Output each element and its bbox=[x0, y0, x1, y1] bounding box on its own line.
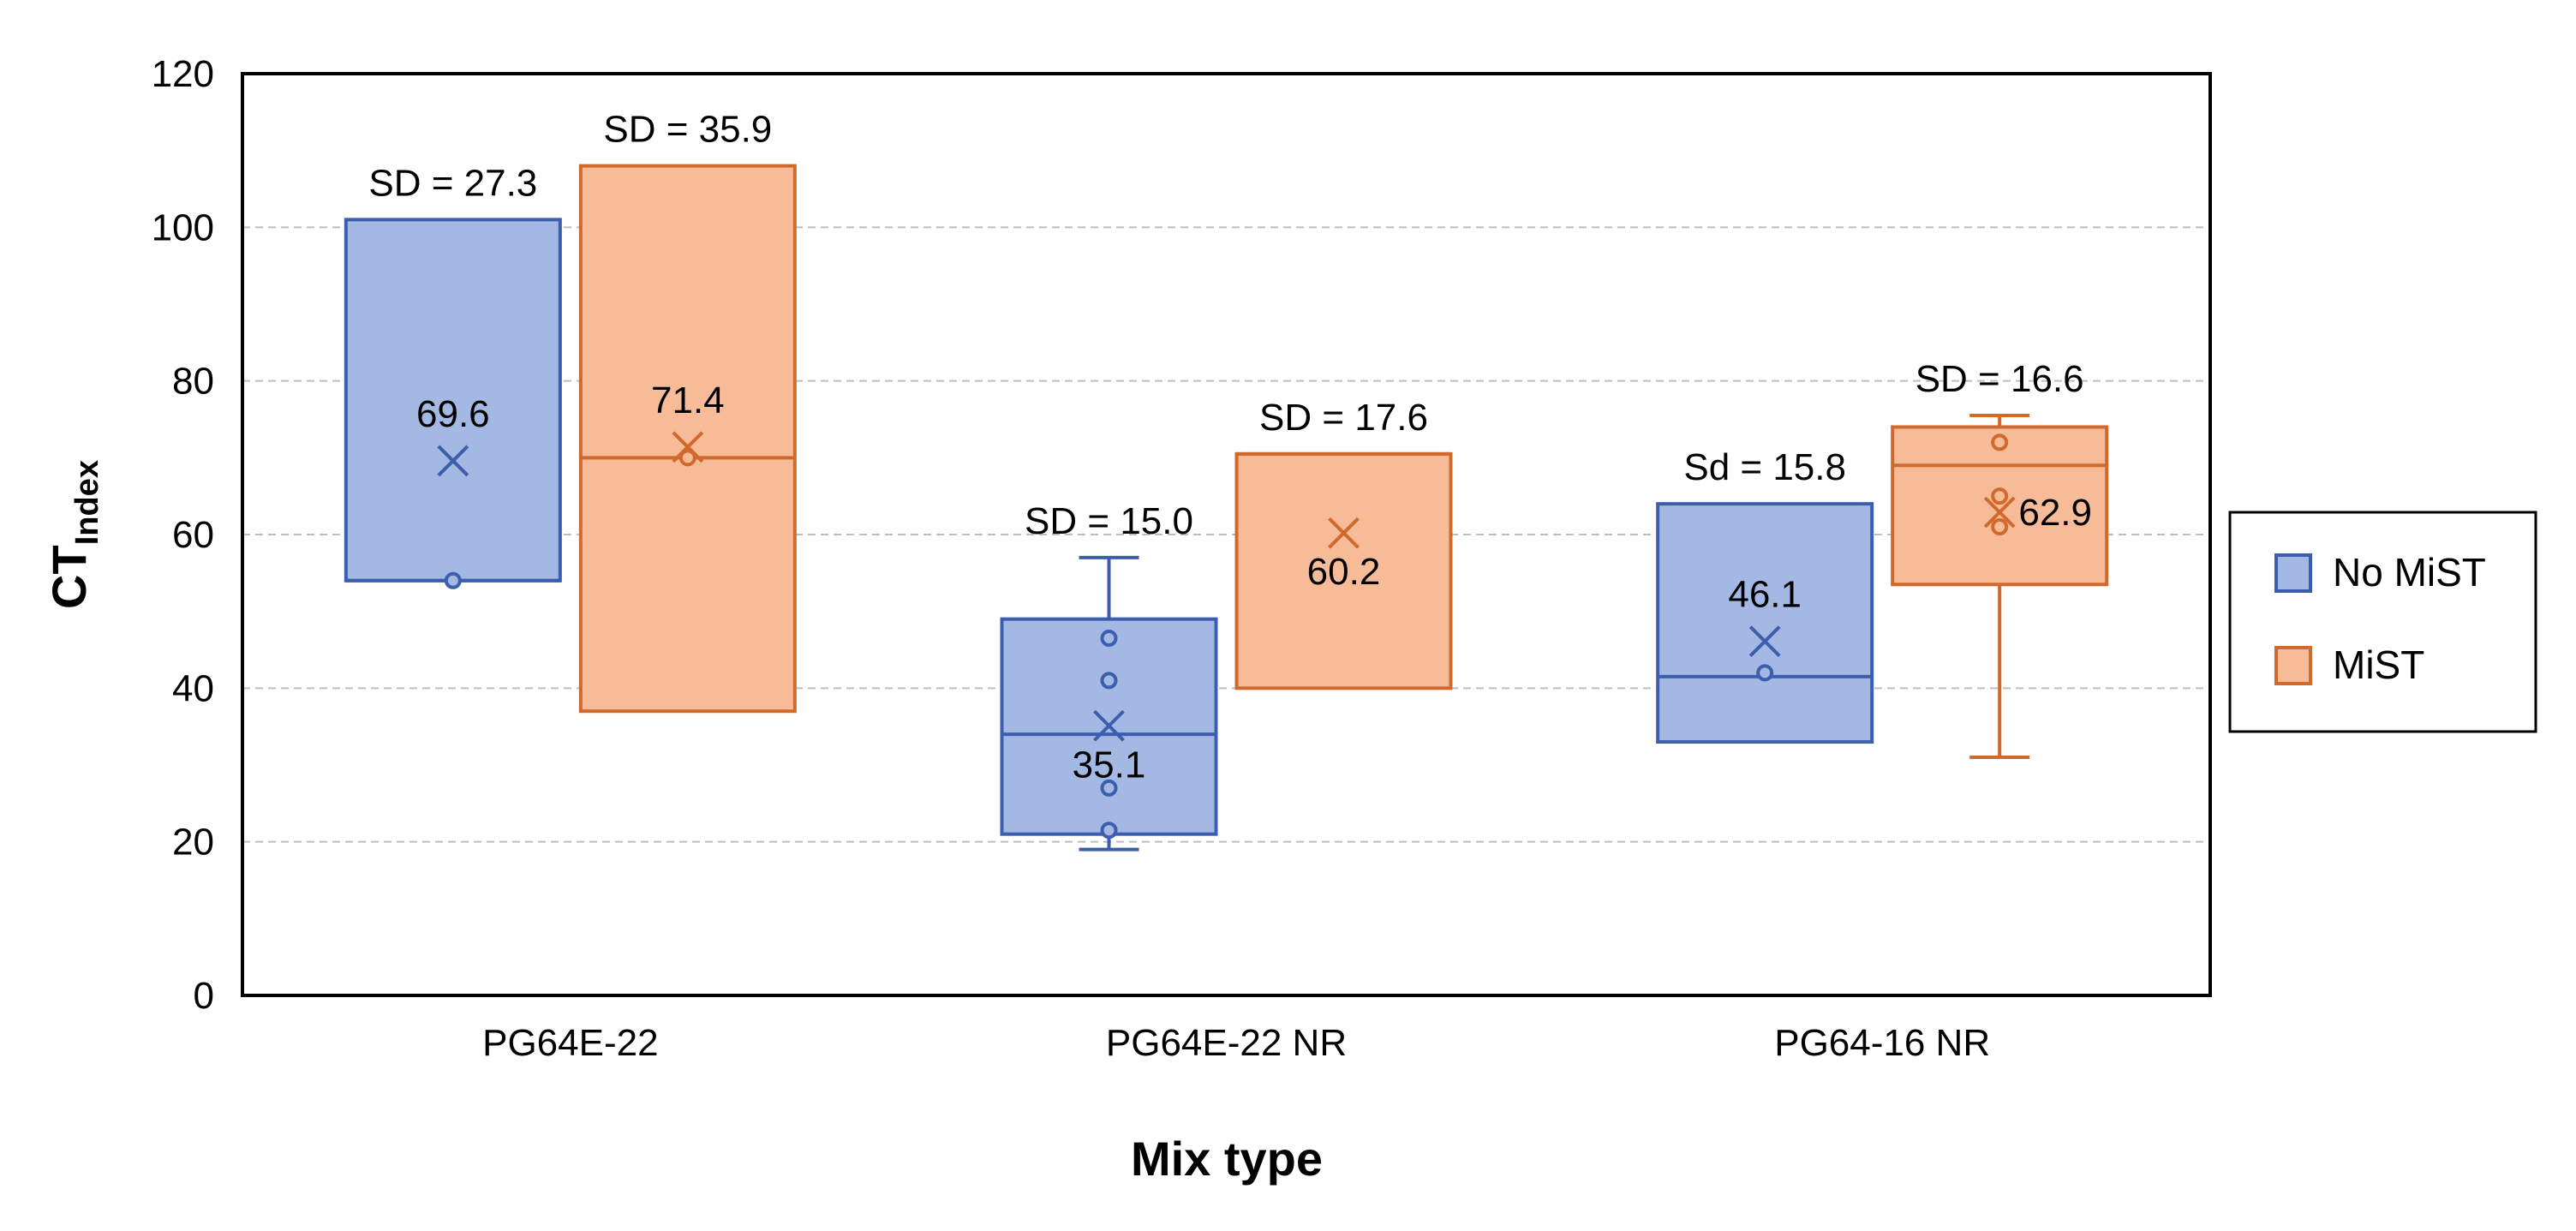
legend-swatch bbox=[2274, 553, 2312, 593]
data-point bbox=[1756, 664, 1774, 682]
box bbox=[578, 164, 797, 714]
sd-label: SD = 17.6 bbox=[1259, 397, 1428, 439]
y-tick-label: 40 bbox=[172, 667, 214, 709]
box bbox=[1891, 425, 2109, 587]
mean-label: 62.9 bbox=[2018, 492, 2092, 534]
x-tick-label: PG64E-22 bbox=[482, 1022, 658, 1064]
data-point bbox=[444, 571, 462, 589]
y-tick-label: 100 bbox=[152, 206, 214, 248]
sd-label: SD = 35.9 bbox=[603, 109, 772, 151]
plot-marks: 69.6 SD = 27.3 35.1 SD = 15.0 46.1 Sd = 15.8 7… bbox=[344, 109, 2109, 852]
plot-frame bbox=[241, 72, 2212, 997]
mean-label: 60.2 bbox=[1307, 551, 1381, 593]
legend-swatch bbox=[2274, 646, 2312, 685]
data-point bbox=[1100, 630, 1118, 648]
legend-label: No MiST bbox=[2333, 550, 2486, 595]
mean-label: 46.1 bbox=[1728, 574, 1802, 616]
legend: No MiST MiST bbox=[2228, 511, 2537, 733]
data-point bbox=[1100, 822, 1118, 840]
y-tick-label: 0 bbox=[194, 975, 214, 1017]
mean-label: 71.4 bbox=[651, 379, 725, 421]
axes: 0 20 40 60 80 100 120 PG64E-22 PG64E-22 NR PG64-1… bbox=[42, 53, 1990, 1186]
y-tick-label: 20 bbox=[172, 822, 214, 863]
mean-label: 35.1 bbox=[1073, 744, 1146, 786]
legend-label: MiST bbox=[2333, 642, 2424, 687]
data-point bbox=[678, 449, 696, 467]
box bbox=[1234, 451, 1453, 690]
mean-marker bbox=[1748, 625, 1781, 658]
y-axis-title-main: CT bbox=[42, 545, 96, 609]
y-axis-title-subscript: Index bbox=[69, 460, 105, 545]
data-point bbox=[1991, 487, 2009, 505]
mean-label: 69.6 bbox=[416, 393, 490, 435]
box bbox=[344, 218, 562, 583]
x-axis-title: Mix type bbox=[1131, 1132, 1323, 1186]
data-point bbox=[1100, 672, 1118, 690]
sd-label: Sd = 15.8 bbox=[1683, 446, 1846, 488]
y-tick-label: 120 bbox=[152, 53, 214, 95]
data-point bbox=[1991, 433, 2009, 451]
sd-label: SD = 15.0 bbox=[1025, 500, 1193, 542]
legend-frame bbox=[2228, 511, 2537, 733]
data-point bbox=[1100, 779, 1118, 797]
y-tick-label: 60 bbox=[172, 514, 214, 556]
sd-label: SD = 16.6 bbox=[1916, 358, 2084, 400]
mean-marker bbox=[672, 431, 704, 463]
sd-label: SD = 27.3 bbox=[368, 162, 537, 204]
mean-marker bbox=[437, 445, 469, 477]
mean-marker bbox=[1328, 517, 1360, 549]
mean-marker bbox=[1983, 496, 2016, 529]
mean-marker bbox=[1093, 709, 1125, 742]
data-point bbox=[1991, 518, 2009, 536]
x-tick-label: PG64E-22 NR bbox=[1106, 1022, 1347, 1064]
y-axis-title: CTIndex bbox=[42, 460, 105, 609]
box bbox=[1656, 502, 1874, 744]
y-tick-label: 80 bbox=[172, 361, 214, 403]
x-tick-label: PG64-16 NR bbox=[1774, 1022, 1990, 1064]
